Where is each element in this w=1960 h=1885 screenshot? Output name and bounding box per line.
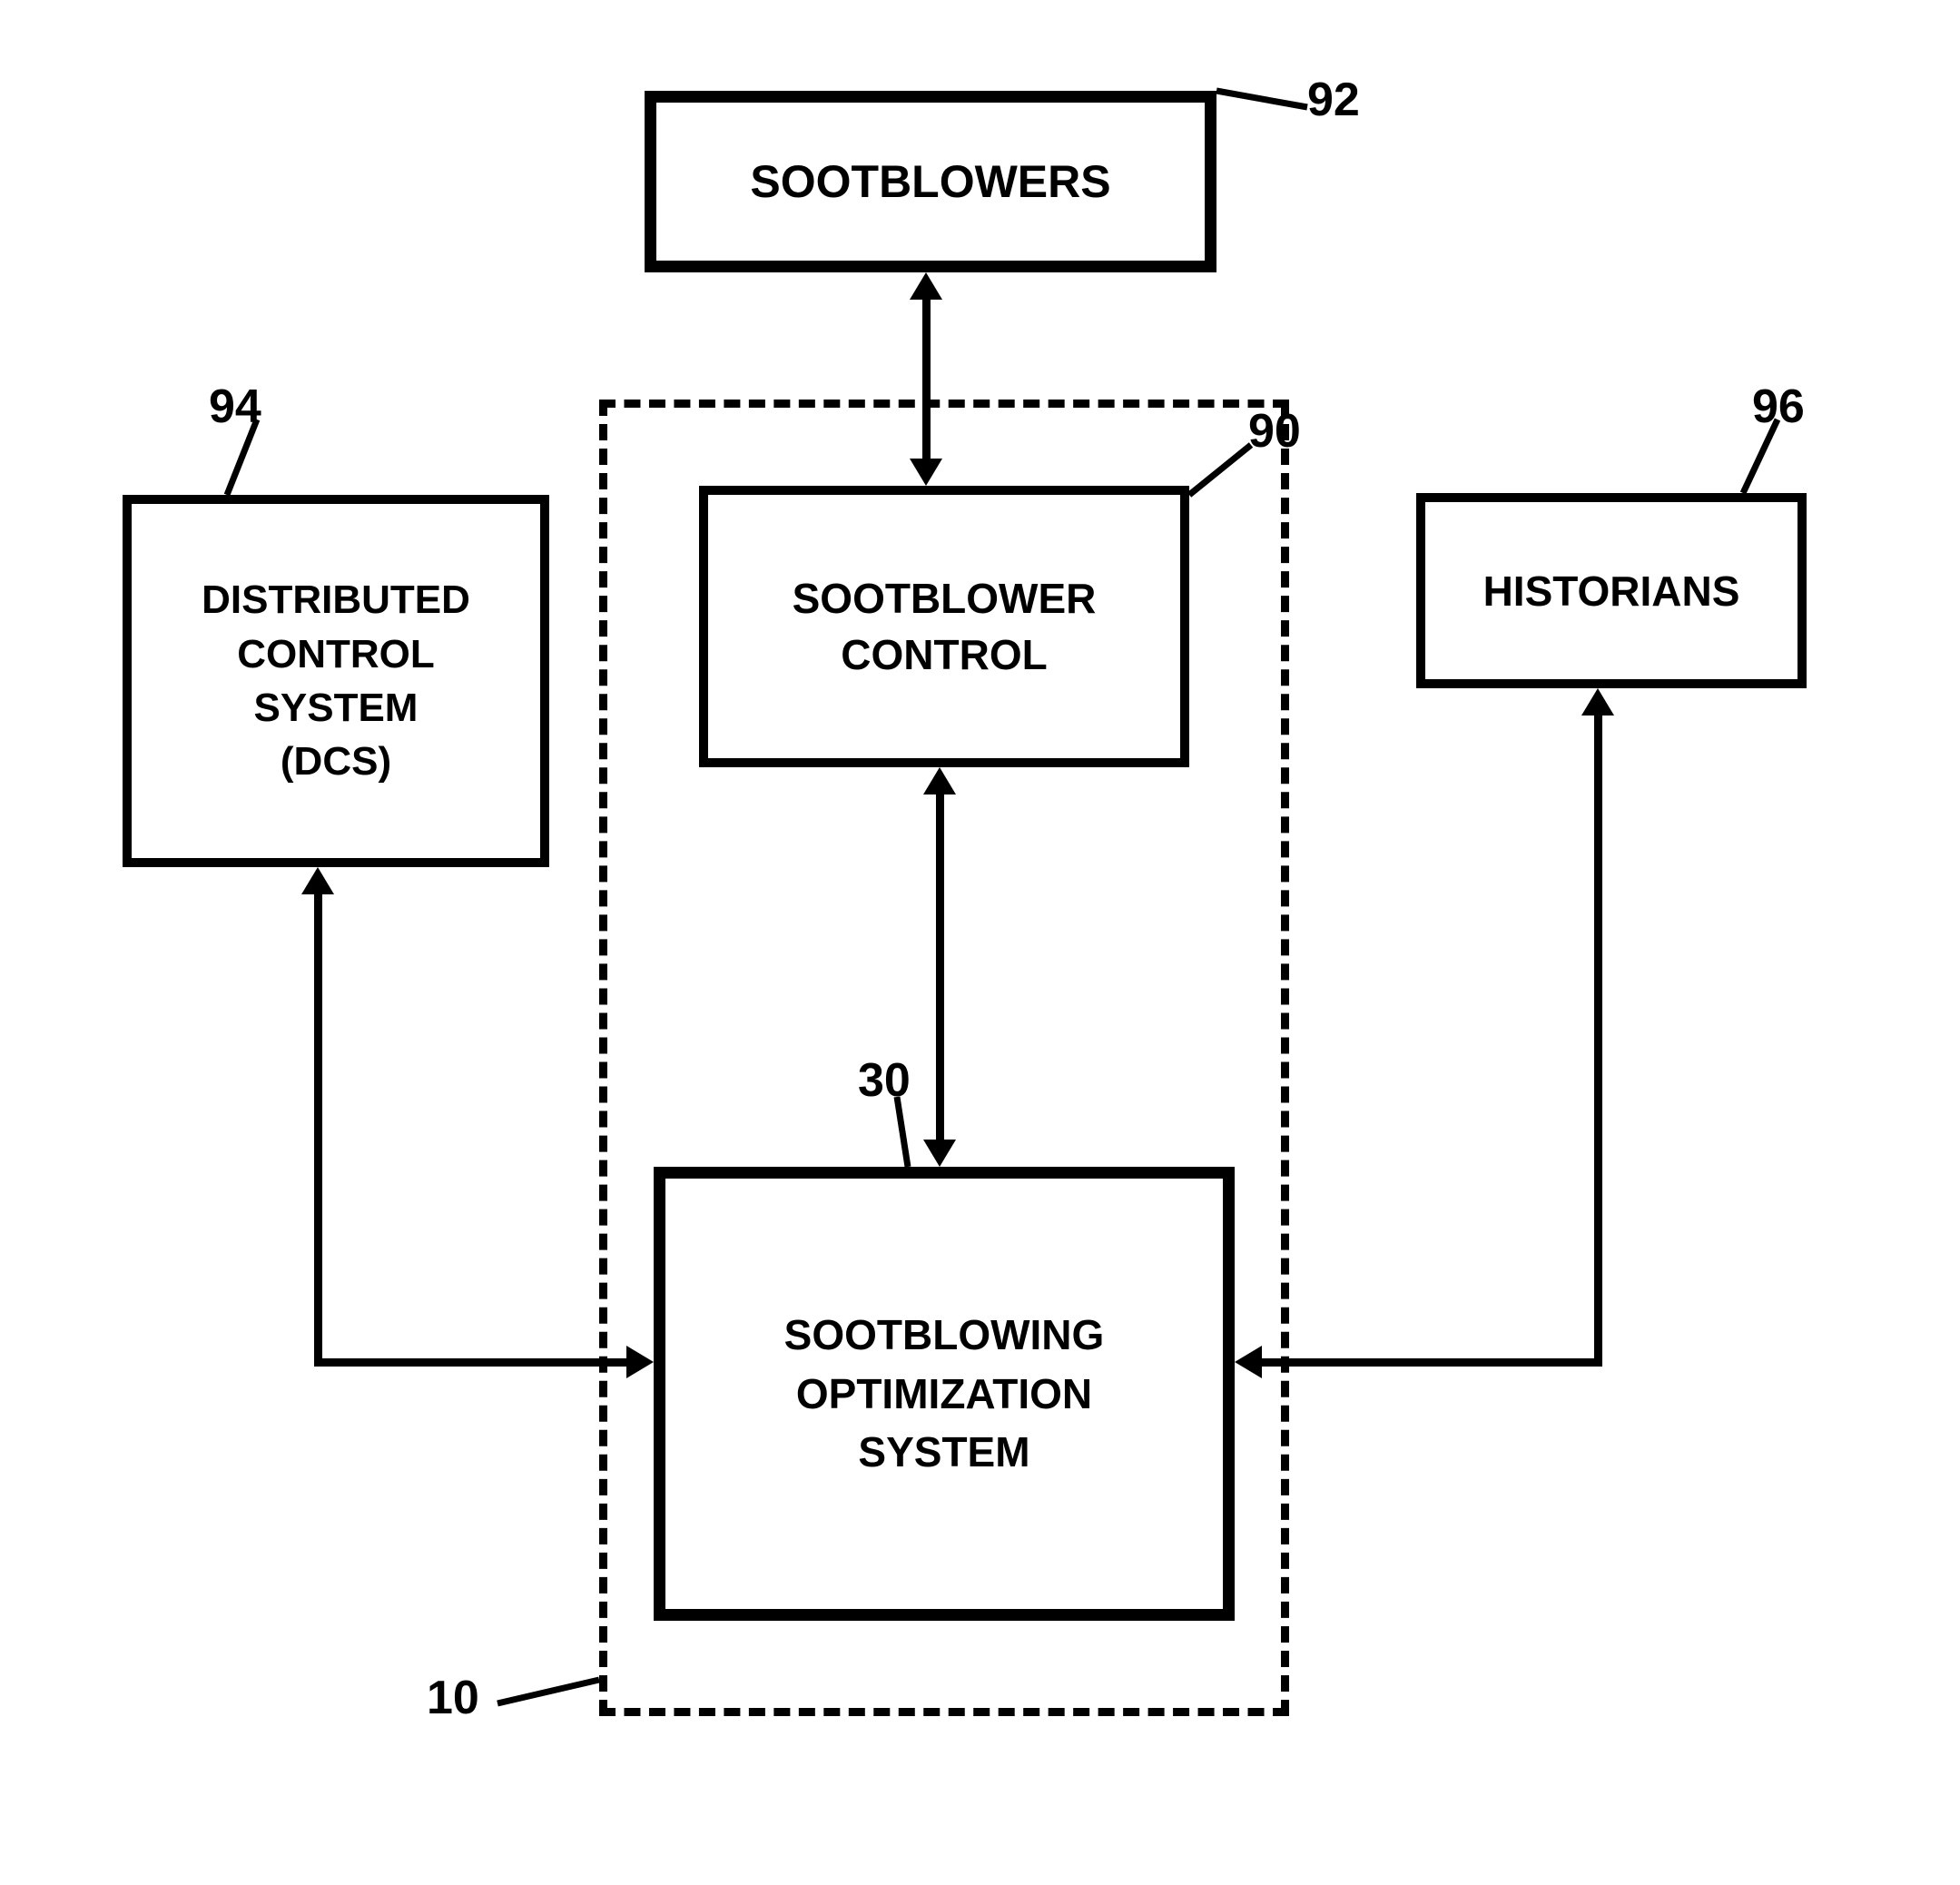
connector-control-optimization-line [936,785,944,1149]
connector-hist-opt-hline [1253,1358,1602,1367]
node-sootblower-control-label: SOOTBLOWERCONTROL [793,570,1097,683]
node-sootblowers-label: SOOTBLOWERS [750,155,1110,208]
node-dcs: DISTRIBUTEDCONTROLSYSTEM(DCS) [123,495,549,867]
connector-sootblowers-control-arrow-down [910,459,942,486]
node-dcs-label: DISTRIBUTEDCONTROLSYSTEM(DCS) [202,573,470,789]
node-optimization: SOOTBLOWINGOPTIMIZATIONSYSTEM [654,1167,1235,1621]
connector-hist-opt-arrow-up [1581,688,1614,716]
connector-sootblowers-control-arrow-up [910,272,942,300]
ref-96: 96 [1752,380,1805,434]
ref-10: 10 [427,1671,479,1725]
connector-sootblowers-control-line [922,291,931,472]
diagram-canvas: SOOTBLOWERS DISTRIBUTEDCONTROLSYSTEM(DCS… [0,0,1960,1885]
node-historians-label: HISTORIANS [1483,567,1740,616]
connector-dcs-opt-hline [314,1358,635,1367]
connector-hist-opt-vline [1594,706,1602,1367]
connector-control-optimization-arrow-up [923,767,956,794]
node-sootblower-control: SOOTBLOWERCONTROL [699,486,1189,767]
node-sootblowers: SOOTBLOWERS [645,91,1216,272]
node-optimization-label: SOOTBLOWINGOPTIMIZATIONSYSTEM [784,1306,1105,1481]
connector-hist-opt-arrow-left [1235,1346,1262,1378]
connector-control-optimization-arrow-down [923,1140,956,1167]
connector-dcs-opt-arrow-up [301,867,334,894]
ref-90: 90 [1248,404,1301,459]
node-historians: HISTORIANS [1416,493,1807,688]
connector-dcs-opt-arrow-right [626,1346,654,1378]
ref-30: 30 [858,1053,911,1108]
ref-94: 94 [209,380,261,434]
ref-92: 92 [1307,73,1360,127]
connector-dcs-opt-vline [314,885,322,1367]
